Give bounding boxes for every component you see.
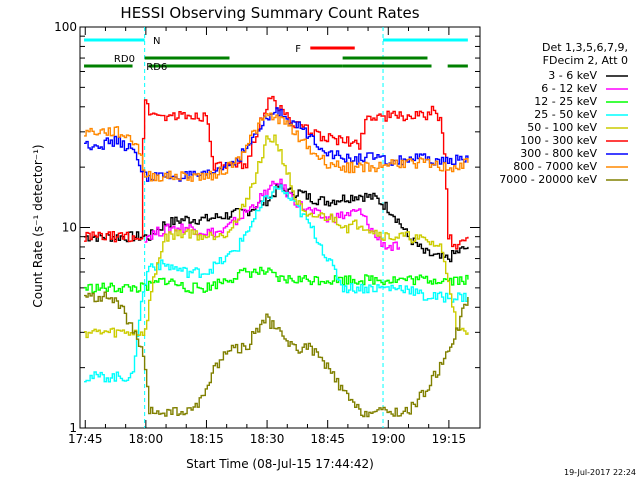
- series-line-3-6-keV: [84, 183, 469, 263]
- status-label-RD0: RD0: [114, 54, 135, 65]
- status-label-RD6: RD6: [146, 62, 167, 73]
- status-label-F: F: [295, 44, 301, 55]
- x-tick-label: 18:30: [250, 432, 285, 446]
- x-tick-label: 19:00: [371, 432, 406, 446]
- series-line-50-100-keV: [84, 134, 469, 339]
- series-line-12-25-keV: [84, 266, 469, 294]
- x-tick-label: 18:00: [129, 432, 164, 446]
- series-line-300-800-keV: [84, 107, 469, 182]
- legend-label: 800 - 7000 keV: [513, 160, 597, 173]
- legend-label: 12 - 25 keV: [534, 95, 597, 108]
- legend-header-line-2: FDecim 2, Att 0: [543, 54, 628, 67]
- series-line-6-12-keV: [144, 178, 400, 251]
- x-tick-label: 17:45: [68, 432, 103, 446]
- legend-header-line-1: Det 1,3,5,6,7,9,: [542, 41, 628, 54]
- legend-label: 50 - 100 keV: [527, 121, 597, 134]
- legend-label: 7000 - 20000 keV: [499, 173, 597, 186]
- x-tick-label: 18:45: [310, 432, 345, 446]
- plot-area: 17:45 18:00 18:15 18:30 18:45 19:00 19:15 1 10 10…: [54, 20, 481, 446]
- x-axis-label: Start Time (08-Jul-15 17:44:42): [186, 457, 374, 471]
- legend-label: 300 - 800 keV: [520, 147, 597, 160]
- x-tick-label: 18:15: [189, 432, 224, 446]
- timestamp: 19-Jul-2017 22:24: [564, 468, 636, 477]
- legend-label: 6 - 12 keV: [541, 82, 597, 95]
- series-line-800-7000-keV: [84, 112, 469, 182]
- y-tick-label: 100: [54, 20, 77, 34]
- series-line-7000-20000-keV: [84, 291, 469, 418]
- y-tick-label: 1: [69, 421, 77, 435]
- chart-title: HESSI Observing Summary Count Rates: [120, 4, 419, 22]
- series-line-100-300-keV: [84, 95, 469, 250]
- status-label-N: N: [153, 36, 160, 47]
- legend-label: 3 - 6 keV: [548, 69, 597, 82]
- legend-label: 100 - 300 keV: [520, 134, 597, 147]
- series-line-25-50-keV: [84, 184, 469, 383]
- x-tick-label: 19:15: [432, 432, 467, 446]
- y-tick-label: 10: [62, 221, 77, 235]
- y-axis-label: Count Rate (s⁻¹ detector⁻¹): [31, 144, 45, 307]
- plot-frame: [79, 26, 481, 429]
- legend-label: 25 - 50 keV: [534, 108, 597, 121]
